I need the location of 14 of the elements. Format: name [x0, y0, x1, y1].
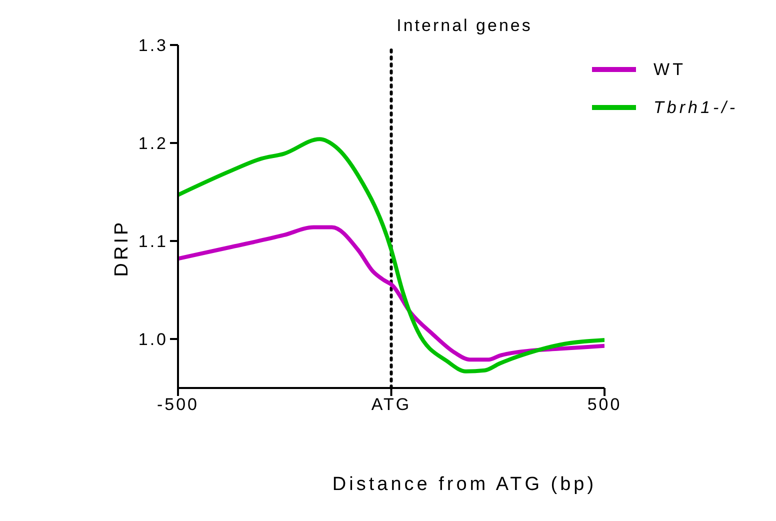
legend-label: Tbrh1-/- [654, 98, 738, 118]
y-axis-title: DRIP [112, 219, 134, 277]
legend-label: WT [654, 60, 686, 80]
x-axis-title: Distance from ATG (bp) [331, 474, 598, 496]
x-tick-label: 500 [587, 395, 622, 414]
line-series [178, 225, 605, 362]
x-tick-label: -500 [156, 395, 200, 414]
y-tick-label: 1.0 [138, 330, 168, 350]
y-tick-label: 1.2 [138, 134, 168, 154]
y-tick-label: 1.3 [138, 36, 168, 56]
x-tick-label: ATG [371, 395, 412, 414]
y-tick-label: 1.1 [138, 232, 168, 252]
line-series [178, 137, 605, 374]
chart-title: Internal genes [396, 16, 534, 36]
